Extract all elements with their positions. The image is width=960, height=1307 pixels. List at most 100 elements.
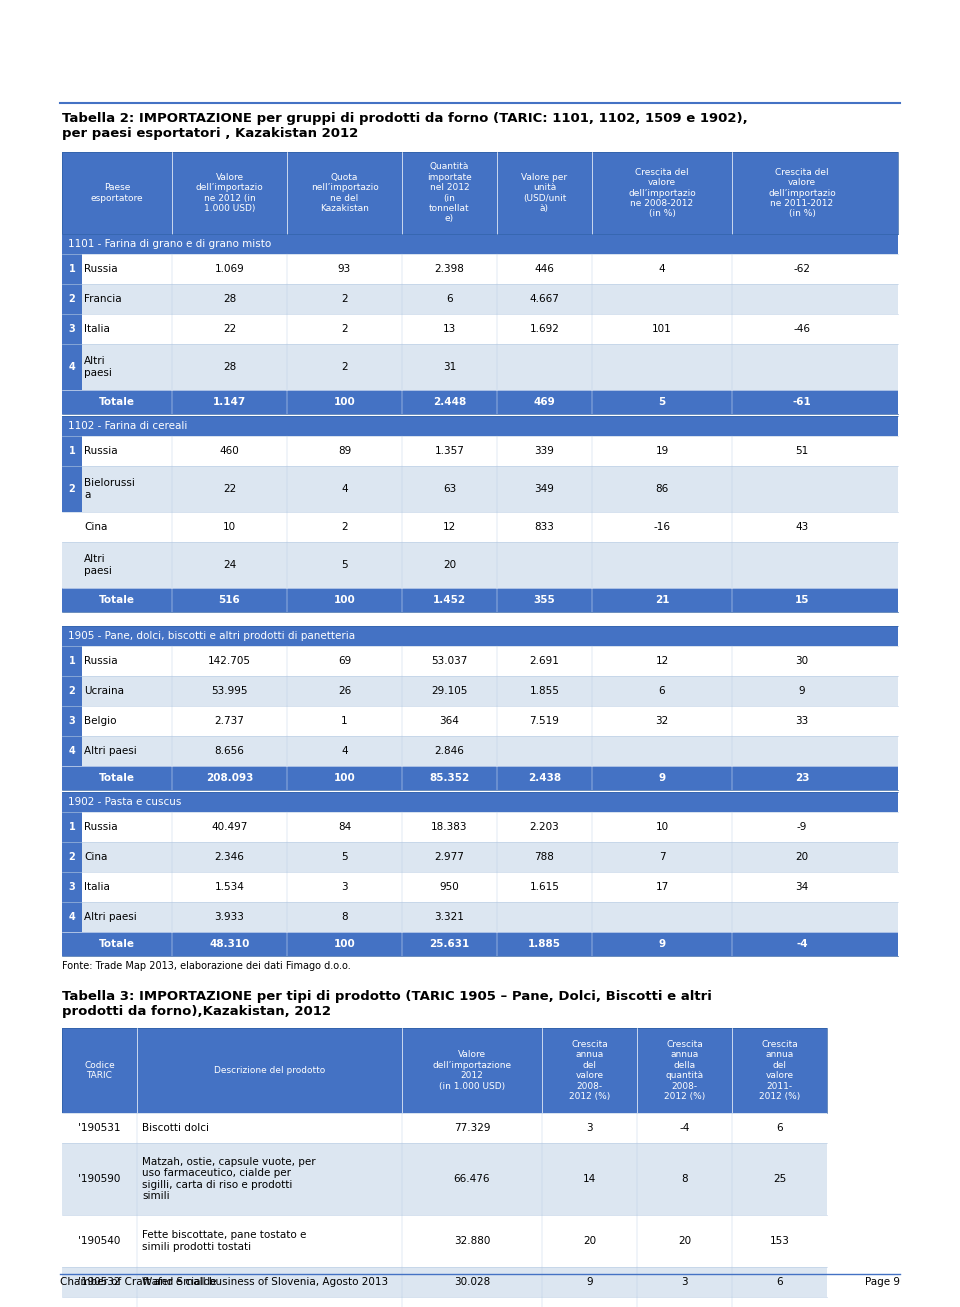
Text: 2: 2 xyxy=(341,362,348,372)
Text: 23: 23 xyxy=(795,772,809,783)
Bar xyxy=(62,344,82,389)
Text: Codice
TARIC: Codice TARIC xyxy=(84,1061,115,1080)
Text: 1: 1 xyxy=(68,656,76,667)
Bar xyxy=(62,676,82,706)
Bar xyxy=(62,416,898,437)
Text: Fette biscottate, pane tostato e
simili prodotti tostati: Fette biscottate, pane tostato e simili … xyxy=(142,1230,306,1252)
Text: Crescita
annua
del
valore
2008-
2012 (%): Crescita annua del valore 2008- 2012 (%) xyxy=(569,1040,611,1100)
Text: 446: 446 xyxy=(535,264,555,274)
Bar xyxy=(62,842,82,872)
Text: 1902 - Pasta e cuscus: 1902 - Pasta e cuscus xyxy=(68,797,181,806)
Text: 19: 19 xyxy=(656,446,668,456)
Bar xyxy=(62,254,898,284)
Text: 1.855: 1.855 xyxy=(530,686,560,697)
Text: 7: 7 xyxy=(659,852,665,863)
Bar xyxy=(62,437,898,467)
Text: 1.615: 1.615 xyxy=(530,882,560,891)
Text: 13: 13 xyxy=(443,324,456,335)
Bar xyxy=(62,467,82,512)
Text: Italia: Italia xyxy=(84,324,109,335)
Text: 2.846: 2.846 xyxy=(435,746,465,755)
Text: 833: 833 xyxy=(535,521,555,532)
Text: Russia: Russia xyxy=(84,822,118,833)
Text: 48.310: 48.310 xyxy=(209,938,250,949)
Text: 4.667: 4.667 xyxy=(530,294,560,305)
Bar xyxy=(62,467,898,512)
Text: 32.880: 32.880 xyxy=(454,1236,491,1246)
Text: 460: 460 xyxy=(220,446,239,456)
Text: 28: 28 xyxy=(223,362,236,372)
Bar xyxy=(62,932,898,955)
Text: Valore
dell’importazio
ne 2012 (in
1.000 USD): Valore dell’importazio ne 2012 (in 1.000… xyxy=(196,173,263,213)
Text: -9: -9 xyxy=(797,822,807,833)
Text: Page 9: Page 9 xyxy=(865,1277,900,1287)
Text: 2.977: 2.977 xyxy=(435,852,465,863)
Text: 339: 339 xyxy=(535,446,555,456)
Bar xyxy=(62,736,82,766)
Text: Quota
nell’importazio
ne del
Kazakistan: Quota nell’importazio ne del Kazakistan xyxy=(311,173,378,213)
Text: Biscotti dolci: Biscotti dolci xyxy=(142,1123,209,1133)
Bar xyxy=(62,1297,827,1307)
Text: 9: 9 xyxy=(799,686,805,697)
Text: 8: 8 xyxy=(341,912,348,921)
Text: 12: 12 xyxy=(443,521,456,532)
Text: 53.037: 53.037 xyxy=(431,656,468,667)
Text: '190532: '190532 xyxy=(79,1277,121,1287)
Text: Altri
paesi: Altri paesi xyxy=(84,554,112,576)
Text: 5: 5 xyxy=(341,559,348,570)
Bar xyxy=(62,152,898,234)
Text: '190590: '190590 xyxy=(79,1174,121,1184)
Text: 7.519: 7.519 xyxy=(530,716,560,725)
Text: Bielorussi
a: Bielorussi a xyxy=(84,478,134,499)
Text: 6: 6 xyxy=(446,294,453,305)
Text: 100: 100 xyxy=(334,938,355,949)
Text: 20: 20 xyxy=(796,852,808,863)
Bar xyxy=(62,812,82,842)
Text: 20: 20 xyxy=(443,559,456,570)
Text: Paese
esportatore: Paese esportatore xyxy=(90,183,143,203)
Text: 3: 3 xyxy=(68,324,76,335)
Bar xyxy=(62,1029,827,1114)
Text: Quantità
importate
nel 2012
(in
tonnellat
e): Quantità importate nel 2012 (in tonnella… xyxy=(427,162,472,223)
Text: 788: 788 xyxy=(535,852,555,863)
Text: 84: 84 xyxy=(338,822,351,833)
Text: 8.656: 8.656 xyxy=(215,746,245,755)
Bar xyxy=(62,1216,827,1266)
Bar xyxy=(62,646,898,676)
Text: 2.438: 2.438 xyxy=(528,772,561,783)
Text: 10: 10 xyxy=(656,822,668,833)
Text: 2: 2 xyxy=(68,686,76,697)
Text: Francia: Francia xyxy=(84,294,122,305)
Text: Crescita del
valore
dell’importazio
ne 2008-2012
(in %): Crescita del valore dell’importazio ne 2… xyxy=(628,167,696,218)
Bar xyxy=(62,284,898,314)
Text: Totale: Totale xyxy=(99,772,135,783)
Text: 22: 22 xyxy=(223,484,236,494)
Text: 9: 9 xyxy=(659,938,665,949)
Text: 86: 86 xyxy=(656,484,668,494)
Text: 12: 12 xyxy=(656,656,668,667)
Text: Russia: Russia xyxy=(84,446,118,456)
Text: Matzah, ostie, capsule vuote, per
uso farmaceutico, cialde per
sigilli, carta di: Matzah, ostie, capsule vuote, per uso fa… xyxy=(142,1157,316,1201)
Text: 4: 4 xyxy=(68,362,76,372)
Text: 20: 20 xyxy=(583,1236,596,1246)
Bar xyxy=(62,512,898,542)
Text: 17: 17 xyxy=(656,882,668,891)
Text: -16: -16 xyxy=(654,521,670,532)
Text: 24: 24 xyxy=(223,559,236,570)
Text: 22: 22 xyxy=(223,324,236,335)
Text: 32: 32 xyxy=(656,716,668,725)
Text: 29.105: 29.105 xyxy=(431,686,468,697)
Text: Tabella 2: IMPORTAZIONE per gruppi di prodotti da forno (TARIC: 1101, 1102, 1509: Tabella 2: IMPORTAZIONE per gruppi di pr… xyxy=(62,112,748,140)
Text: 10: 10 xyxy=(223,521,236,532)
Text: 1.452: 1.452 xyxy=(433,595,466,605)
Text: Altri paesi: Altri paesi xyxy=(84,912,136,921)
Text: Fonte: Trade Map 2013, elaborazione dei dati Fimago d.o.o.: Fonte: Trade Map 2013, elaborazione dei … xyxy=(62,961,350,971)
Bar xyxy=(62,152,898,234)
Text: Chamber of Craft and Small business of Slovenia, Agosto 2013: Chamber of Craft and Small business of S… xyxy=(60,1277,388,1287)
Text: 6: 6 xyxy=(777,1277,782,1287)
Text: 2: 2 xyxy=(68,484,76,494)
Text: 3: 3 xyxy=(68,882,76,891)
Text: Belgio: Belgio xyxy=(84,716,116,725)
Text: 34: 34 xyxy=(796,882,808,891)
Text: 1: 1 xyxy=(68,822,76,833)
